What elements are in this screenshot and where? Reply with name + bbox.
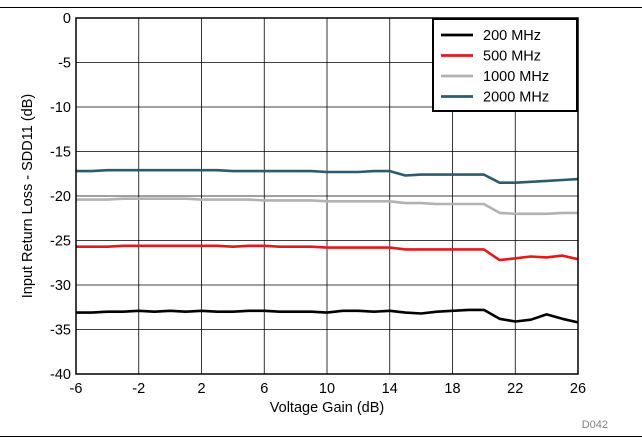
legend: 200 MHz 500 MHz 1000 MHz 2000 MHz [432, 18, 578, 112]
legend-label: 200 MHz [483, 28, 541, 44]
x-tick-label: -2 [132, 381, 145, 397]
x-tick-label: 2 [197, 381, 205, 397]
figure-code: D042 [582, 419, 608, 431]
y-tick-label: -10 [50, 100, 71, 116]
y-tick-label: -40 [50, 367, 71, 383]
x-tick-label: 14 [382, 381, 398, 397]
legend-label: 2000 MHz [483, 90, 549, 106]
series-line-2 [76, 197, 578, 216]
legend-label: 500 MHz [483, 49, 541, 65]
y-tick-labels: 0 -5 -10 -15 -20 -25 -30 -35 -40 [50, 11, 71, 383]
y-tick-label: -5 [58, 56, 71, 72]
y-tick-label: -25 [50, 234, 71, 250]
x-tick-labels: -6 -2 2 6 10 14 18 22 26 [70, 381, 587, 397]
x-axis-label: Voltage Gain (dB) [270, 400, 384, 416]
bottom-rule [0, 436, 642, 437]
x-tick-label: 18 [444, 381, 460, 397]
series-lines [76, 168, 579, 324]
x-tick-label: 26 [570, 381, 586, 397]
plot-frame [75, 17, 579, 375]
y-tick-label: -15 [50, 145, 71, 161]
series-line-3 [76, 168, 579, 184]
y-tick-label: -30 [50, 278, 71, 294]
top-rule [0, 7, 642, 8]
x-tick-label: 10 [319, 381, 335, 397]
y-tick-label: -35 [50, 323, 71, 339]
y-tick-label: -20 [50, 189, 71, 205]
series-line-0 [76, 308, 579, 324]
x-tick-label: -6 [70, 381, 83, 397]
x-tick-label: 22 [507, 381, 523, 397]
y-tick-label: 0 [63, 11, 71, 27]
series-line-1 [76, 244, 579, 262]
legend-label: 1000 MHz [483, 69, 549, 85]
x-tick-label: 6 [260, 381, 268, 397]
y-axis-label: Input Return Loss - SDD11 (dB) [20, 94, 36, 298]
